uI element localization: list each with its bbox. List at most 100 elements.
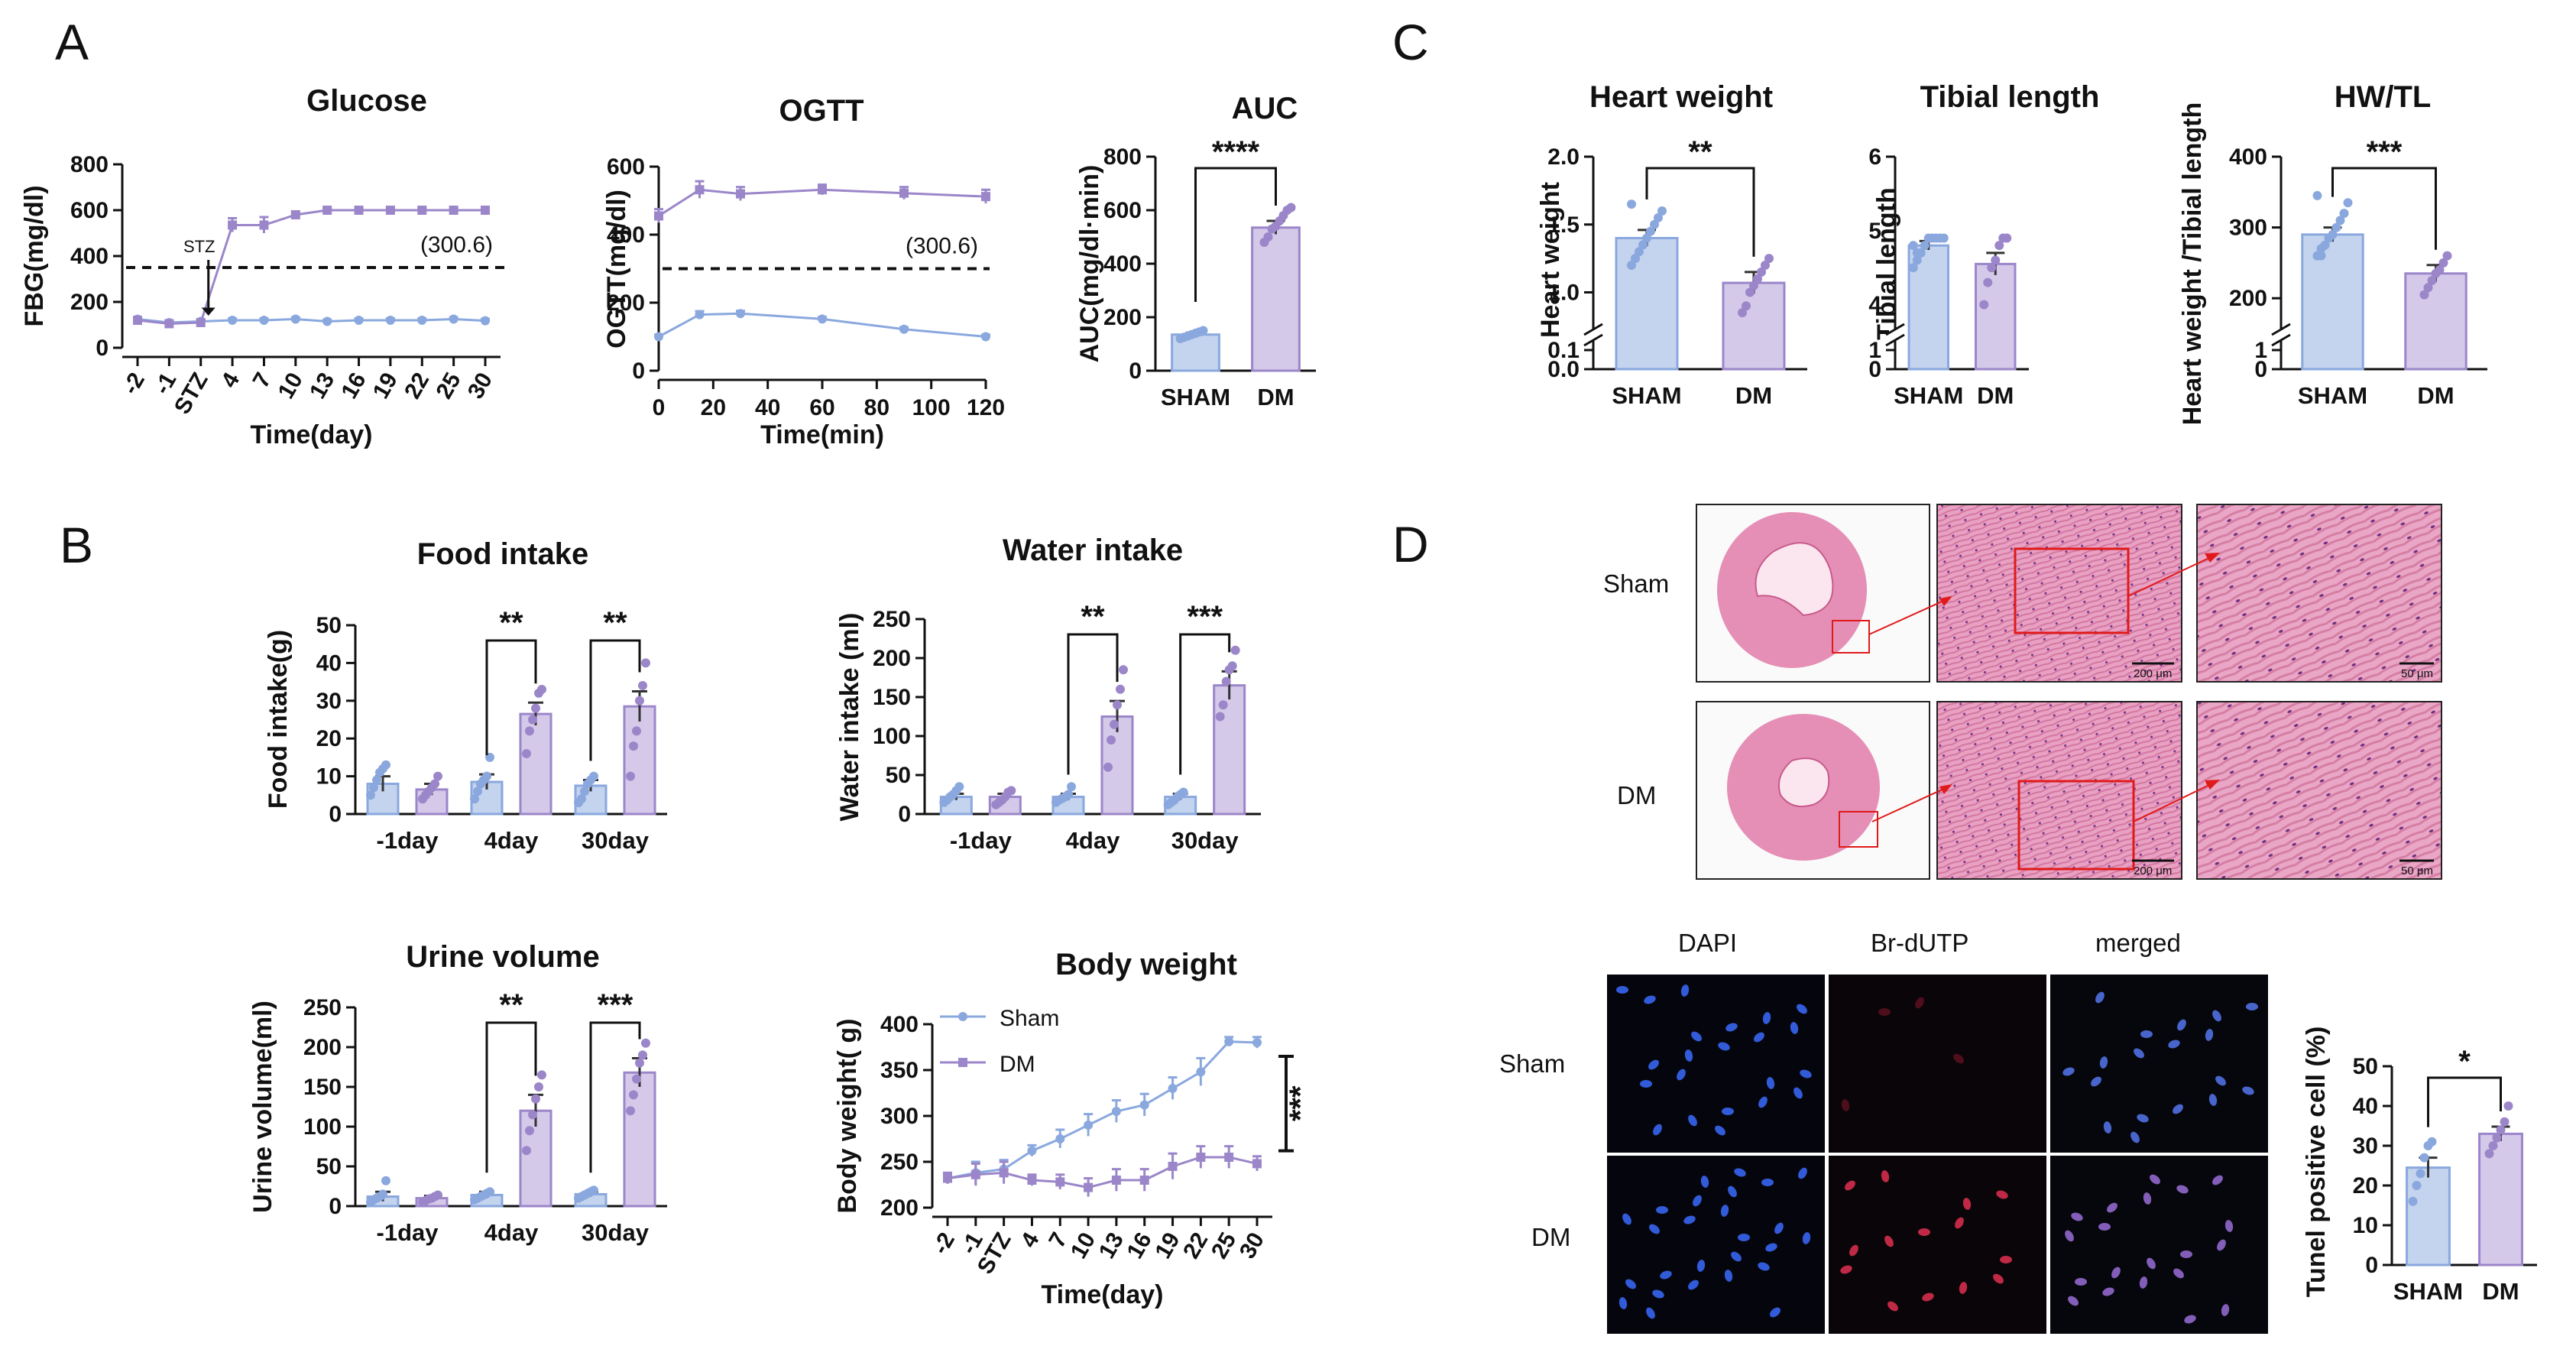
glucose-point-sham (385, 316, 395, 325)
hw_tl-axis-break-mark (2271, 333, 2291, 347)
fluor-nucleus (1700, 1176, 1709, 1188)
fluor-row-dm: DM (1531, 1223, 1570, 1251)
hw_tl-ytick-label: 400 (2229, 144, 2267, 170)
food-ytick-label: 10 (316, 764, 342, 790)
ogtt-point-dm (899, 188, 909, 198)
fluor-nucleus (2062, 1067, 2075, 1076)
food-datapoint (525, 726, 534, 736)
water-sig-bracket (1179, 633, 1231, 775)
tunel-bar-sham (2406, 1166, 2451, 1267)
bodyweight-point-sham (1139, 1100, 1149, 1110)
urine-bar-dm (623, 1071, 656, 1208)
fluor-nucleus (2111, 1267, 2121, 1279)
fluor-sham-merged (2050, 975, 2268, 1153)
tunel-xcat-label: DM (2482, 1278, 2519, 1305)
hw_tl-datapoint (2427, 276, 2437, 286)
fluorescence-cells (1616, 984, 2258, 1324)
water-datapoint (1113, 700, 1122, 710)
fluor-nucleus (1715, 1125, 1725, 1136)
fluor-nucleus (1688, 1114, 1697, 1127)
hw_tl-datapoint (2331, 222, 2341, 232)
bodyweight-point-dm (1168, 1162, 1178, 1171)
tibial_length-ytick-label: 5 (1868, 219, 1881, 244)
food-datapoint (589, 771, 598, 781)
bodyweight-point-dm (1055, 1177, 1065, 1187)
glucose-ytick-label: 800 (70, 152, 109, 177)
auc-ytick-label: 600 (1103, 198, 1142, 223)
tunel-datapoint (2503, 1101, 2513, 1111)
glucose-point-dm (385, 206, 395, 215)
hw_tl-datapoint (2435, 265, 2445, 275)
food-xcat-label: 30day (582, 827, 650, 854)
ogtt-xtick-label: 40 (755, 395, 780, 420)
sham-zoom-arrowhead-1 (1939, 596, 1952, 606)
fluor-nucleus (1800, 1069, 1812, 1078)
he-dm-200-scale-label: 200 μm (2134, 864, 2172, 877)
tibial_length-xcat-label: DM (1977, 382, 2014, 409)
fluor-nucleus (2140, 1030, 2153, 1038)
bodyweight-xtick-label: 25 (1207, 1228, 1241, 1263)
fluor-nucleus (1688, 1280, 1699, 1290)
fluor-col-merged: merged (2095, 929, 2181, 957)
hw_tl-ylabel: Heart weight /Tibial length (2178, 102, 2207, 426)
tibial-length-chart: 01 4 5 6 Tibial length Tibial length SHAM DM (1868, 80, 2099, 409)
water-datapoint (1110, 719, 1119, 729)
tunel-ytick-label: 20 (2353, 1173, 2378, 1198)
bodyweight-point-dm (999, 1168, 1009, 1178)
fluor-nucleus (1962, 1198, 1972, 1210)
food-datapoint (531, 703, 540, 713)
ogtt-ylabel: OGTT(mg/dl) (602, 190, 631, 349)
heart_weight-axis-break-mark (1583, 323, 1603, 336)
glucose-xtick-label: 10 (274, 368, 308, 403)
tibial_length-ylabel: Tibial length (1872, 187, 1901, 340)
auc-datapoint (1263, 232, 1273, 242)
histology-panel: Sham DM 200 μm 50 μm 200 μm 50 μm (1603, 504, 2442, 880)
fluor-sham-dapi (1607, 975, 1825, 1153)
heart_weight-datapoint (1627, 261, 1636, 270)
fluor-nucleus (1758, 1096, 1768, 1108)
auc-bar-dm (1251, 226, 1301, 372)
urine-ytick-label: 100 (303, 1114, 342, 1140)
food-datapoint (522, 748, 531, 758)
fluor-nucleus (1802, 1232, 1811, 1244)
fluor-nucleus (2205, 1029, 2214, 1041)
tunel-ylabel: Tunel positive cell (%) (2302, 1027, 2331, 1298)
heart_weight-sig-bracket (1645, 167, 1755, 257)
water-datapoint (1116, 684, 1125, 694)
food-datapoint (537, 684, 546, 694)
water-datapoint (1227, 661, 1237, 671)
tibial_length-datapoint (2002, 233, 2012, 243)
urine-ytick-label: 0 (329, 1194, 342, 1219)
heart_weight-title: Heart weight (1589, 80, 1773, 114)
food-datapoint (632, 726, 641, 736)
fluor-nucleus (1644, 995, 1656, 1004)
bodyweight-xlabel: Time(day) (1042, 1280, 1164, 1309)
hw_tl-ytick-label: 0 (2254, 357, 2267, 382)
tibial_length-bar-dm (1975, 262, 2017, 371)
he-dm-inset-box (1839, 811, 1878, 848)
urine-datapoint (531, 1094, 540, 1104)
food-datapoint (626, 771, 635, 781)
water-datapoint (1119, 665, 1128, 675)
glucose-threshold-label: (300.6) (420, 232, 493, 258)
bodyweight-point-sham (1111, 1107, 1121, 1116)
food-ytick-label: 30 (316, 689, 342, 714)
fluor-nucleus (1616, 986, 1628, 994)
heart_weight-datapoint (1642, 233, 1651, 243)
fluor-nucleus (1993, 1273, 2004, 1284)
urine-datapoint (626, 1106, 635, 1116)
urine-xcat-label: 4day (484, 1219, 539, 1246)
ogtt-point-dm (818, 185, 827, 195)
glucose-point-dm (228, 220, 238, 230)
bodyweight-point-sham (1055, 1134, 1065, 1143)
food-bar-dm (519, 712, 552, 816)
bodyweight-point-dm (1027, 1176, 1037, 1185)
urine-datapoint (433, 1190, 442, 1200)
food-sig-stars: ** (499, 606, 523, 640)
heart_weight-datapoint (1650, 219, 1659, 229)
he-sham-inset-box (1832, 620, 1870, 654)
tunel-xcat-label: SHAM (2393, 1278, 2463, 1305)
heart_weight-sig-stars: ** (1688, 135, 1712, 169)
bodyweight-xtick-label: 16 (1123, 1228, 1157, 1263)
ogtt-xtick-label: 100 (912, 395, 951, 420)
